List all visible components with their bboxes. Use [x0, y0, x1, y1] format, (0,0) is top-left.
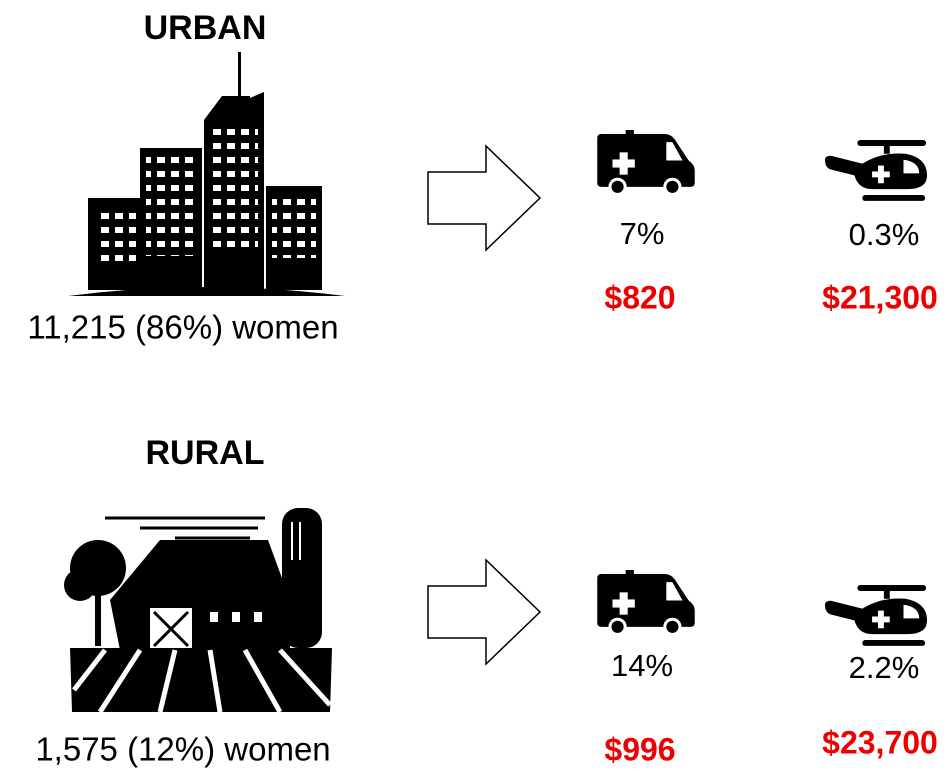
helicopter-icon — [825, 585, 927, 646]
ambulance-cost: $996 — [604, 731, 675, 767]
helicopter-icon — [825, 140, 927, 201]
arrow — [428, 560, 540, 664]
infographic: URBAN 11,215 (86%) women 7% $820 0.3% $2… — [0, 0, 948, 772]
ambulance-icon — [597, 130, 694, 196]
ambulance-percent: 7% — [620, 216, 665, 251]
arrow — [428, 146, 540, 250]
helicopter-percent: 2.2% — [849, 650, 920, 685]
ambulance-cost: $820 — [604, 279, 675, 315]
helicopter-percent: 0.3% — [849, 217, 920, 252]
population-label: 11,215 (86%) women — [27, 309, 338, 346]
farm-icon — [64, 508, 332, 712]
city-icon — [68, 52, 345, 296]
section-title: URBAN — [144, 9, 267, 47]
helicopter-cost: $23,700 — [822, 724, 938, 760]
population-label: 1,575 (12%) women — [35, 731, 330, 768]
ambulance-icon — [597, 570, 694, 636]
section-title: RURAL — [146, 434, 265, 472]
helicopter-cost: $21,300 — [822, 279, 938, 315]
ambulance-percent: 14% — [611, 648, 673, 683]
